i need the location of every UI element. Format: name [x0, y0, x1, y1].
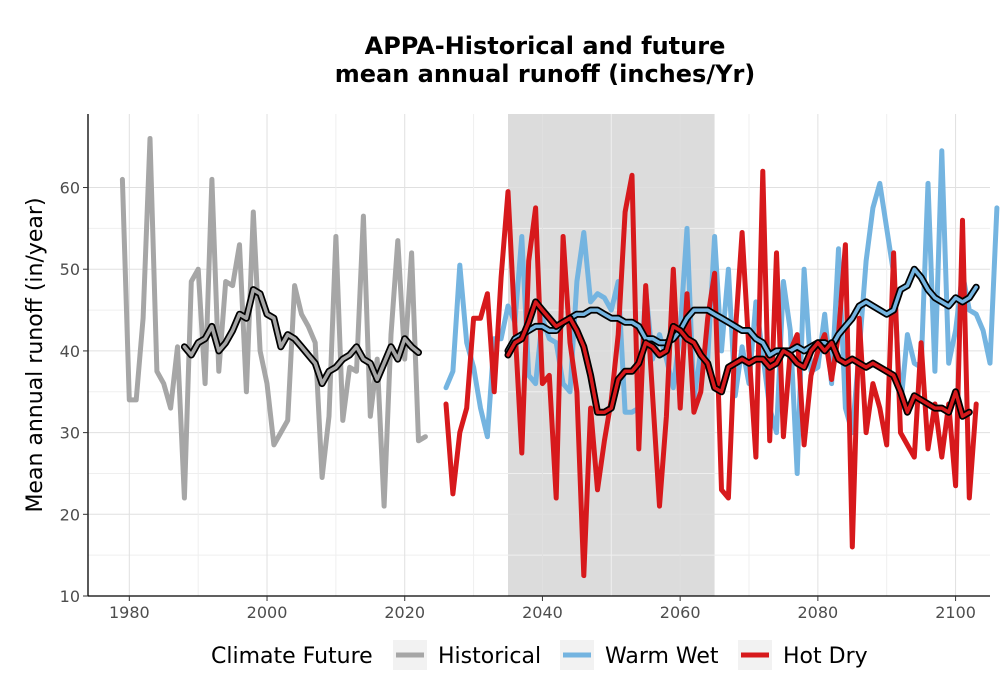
- hot-dry-series-line: [443, 168, 979, 579]
- hot-dry-legend-label: Hot Dry: [783, 644, 868, 669]
- y-tick-label: 60: [60, 179, 80, 198]
- hot-dry-rolling-mean-line: [506, 300, 972, 419]
- historical-legend-label: Historical: [438, 644, 541, 669]
- y-tick-label: 50: [60, 260, 80, 279]
- legend: Climate Future Historical Warm Wet Hot Dry: [211, 640, 868, 670]
- chart-title: APPA-Historical and future mean annual r…: [335, 32, 756, 88]
- historical-rolling-mean-line: [182, 287, 421, 386]
- warm-wet-rolling-mean-line: [506, 267, 978, 357]
- x-tick-label: 2100: [935, 603, 976, 622]
- y-tick-label: 20: [60, 505, 80, 524]
- x-tick-label: 1980: [109, 603, 150, 622]
- x-tick-label: 2060: [660, 603, 701, 622]
- y-tick-label: 40: [60, 342, 80, 361]
- axes: [87, 114, 990, 597]
- y-axis-ticks: 10 20 30 40 50 60: [60, 179, 88, 606]
- y-tick-label: 30: [60, 424, 80, 443]
- x-axis-ticks: 1980 2000 2020 2040 2060 2080 2100: [109, 596, 976, 622]
- x-tick-label: 2000: [247, 603, 288, 622]
- warm-wet-legend-label: Warm Wet: [605, 644, 719, 669]
- x-tick-label: 2040: [522, 603, 563, 622]
- warm-wet-series-line: [443, 148, 1000, 476]
- legend-title: Climate Future: [211, 644, 373, 669]
- x-tick-label: 2080: [798, 603, 839, 622]
- x-tick-label: 2020: [384, 603, 425, 622]
- chart-title-line-1: APPA-Historical and future: [365, 32, 726, 60]
- y-axis-title: Mean annual runoff (in/year): [23, 197, 48, 512]
- y-tick-label: 10: [60, 587, 80, 606]
- chart-title-line-2: mean annual runoff (inches/Yr): [335, 60, 756, 88]
- series-layer: [119, 136, 1000, 579]
